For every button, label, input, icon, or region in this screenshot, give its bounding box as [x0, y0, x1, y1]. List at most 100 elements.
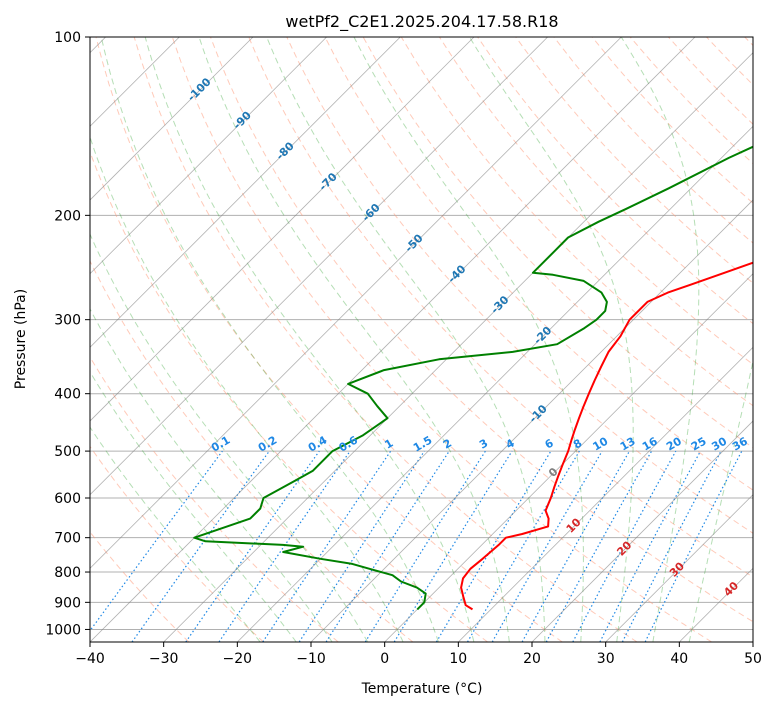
- moist-adiabat-line: [100, 37, 439, 642]
- moist-adiabat-line: [198, 37, 510, 642]
- isotherm-line: [90, 37, 548, 496]
- mixing-ratio-line: [521, 450, 631, 642]
- isotherm-label: -40: [445, 262, 468, 285]
- isotherm-label: -50: [402, 231, 425, 254]
- isotherm-line: [384, 273, 753, 642]
- isotherm-line: [163, 52, 753, 642]
- x-tick-label: 0: [380, 651, 389, 667]
- x-tick-label: 50: [744, 651, 762, 667]
- isotherm-label: -10: [527, 402, 550, 425]
- x-tick-label: 40: [670, 651, 688, 667]
- isotherm-label: -30: [488, 293, 511, 316]
- dry-adiabat-line: [90, 259, 414, 642]
- mixing-ratio-line: [545, 450, 653, 642]
- mixing-ratio-line: [90, 450, 223, 632]
- plot-area: 0.1 0.2 0.4 0.6 1 1.5 2 3 4 6 8 10 13 16 20 25 30 36-100-…: [90, 37, 753, 642]
- isotherm-label: -100: [185, 75, 214, 104]
- mixing-ratio-label: 4: [504, 436, 517, 451]
- isotherm-line: [458, 346, 753, 642]
- isotherm-line: [90, 37, 622, 569]
- y-tick-label: 400: [54, 387, 81, 403]
- dry-adiabat-line: [744, 37, 753, 47]
- moist-adiabat-line: [90, 232, 369, 642]
- mixing-ratio-line: [393, 450, 513, 642]
- moist-adiabat-line: [144, 37, 475, 642]
- y-tick-label: 1000: [45, 622, 81, 638]
- x-tick-label: −20: [223, 651, 253, 667]
- dry-adiabat-line: [95, 37, 563, 642]
- dry-adiabat-line: [90, 445, 264, 642]
- isotherm-label: 10: [564, 515, 584, 535]
- isotherm-line: [310, 199, 753, 642]
- moist-adiabat-line: [90, 308, 333, 642]
- dry-adiabat-line: [706, 37, 753, 86]
- y-tick-label: 600: [54, 491, 81, 507]
- mixing-ratio-line: [572, 450, 677, 642]
- mixing-ratio-line: [599, 450, 702, 642]
- mixing-ratio-line: [644, 450, 743, 642]
- x-tick-label: −30: [149, 651, 179, 667]
- y-axis-label: Pressure (hPa): [13, 289, 29, 389]
- y-tick-label: 700: [54, 531, 81, 547]
- moist-adiabat-line: [469, 37, 634, 642]
- x-tick-label: 20: [523, 651, 541, 667]
- mixing-ratio-label: 6: [543, 436, 556, 451]
- mixing-ratio-line: [185, 450, 320, 642]
- y-tick-label: 500: [54, 444, 81, 460]
- mixing-ratio-line: [435, 450, 552, 642]
- dry-adiabat-line: [90, 356, 339, 642]
- isotherm-line: [90, 37, 254, 201]
- dry-adiabat-line: [553, 37, 753, 244]
- dry-adiabat-line: [286, 37, 753, 534]
- x-tick-label: −10: [296, 651, 326, 667]
- chart-title: wetPf2_C2E1.2025.204.17.58.R18: [285, 12, 558, 32]
- y-tick-label: 900: [54, 595, 81, 611]
- dry-adiabat-line: [324, 37, 753, 491]
- mixing-ratio-label: 3: [477, 437, 490, 452]
- mixing-ratio-line: [325, 450, 450, 642]
- dewpoint-profile-line: [193, 145, 753, 611]
- moist-adiabat-line: [90, 370, 297, 642]
- isotherm-line: [90, 37, 475, 422]
- x-tick-label: 10: [449, 651, 467, 667]
- dry-adiabat-line: [210, 37, 753, 623]
- plot-frame: [89, 36, 754, 643]
- mixing-ratio-line: [218, 450, 351, 642]
- dry-adiabat-line: [248, 37, 753, 578]
- isotherm-line: [90, 37, 696, 642]
- y-tick-label: 200: [54, 208, 81, 224]
- moist-adiabat-line: [90, 135, 404, 642]
- dry-adiabat-line: [90, 150, 488, 642]
- isotherm-label: -20: [531, 324, 554, 347]
- y-tick-label: 800: [54, 565, 81, 581]
- x-tick-label: −40: [75, 651, 105, 667]
- isotherm-line: [679, 567, 753, 642]
- x-axis-label: Temperature (°C): [361, 681, 483, 697]
- mixing-ratio-line: [364, 450, 486, 642]
- isotherm-label: -80: [274, 139, 297, 162]
- isotherm-line: [752, 641, 753, 642]
- dry-adiabat-line: [133, 37, 638, 642]
- moist-adiabat-line: [266, 37, 546, 642]
- moist-adiabat-line: [353, 37, 584, 642]
- mixing-ratio-label: 2: [441, 437, 454, 452]
- x-tick-label: 30: [597, 651, 615, 667]
- dry-adiabat-line: [668, 37, 753, 125]
- moist-adiabat-line: [90, 426, 261, 642]
- moist-adiabat-line: [688, 358, 753, 642]
- y-tick-label: 100: [54, 30, 81, 46]
- isotherm-label: -60: [360, 201, 383, 224]
- isotherm-line: [90, 37, 401, 348]
- dry-adiabat-line: [171, 37, 712, 642]
- mixing-ratio-line: [298, 450, 425, 642]
- isotherm-line: [531, 420, 753, 642]
- y-tick-label: 300: [54, 313, 81, 329]
- dry-adiabat-line: [515, 37, 753, 284]
- mixing-ratio-line: [262, 450, 392, 642]
- isotherm-line: [237, 125, 753, 642]
- isotherm-label: 40: [721, 579, 741, 599]
- isotherm-line: [90, 37, 327, 275]
- isotherm-line: [605, 494, 753, 642]
- mixing-ratio-line: [131, 450, 270, 642]
